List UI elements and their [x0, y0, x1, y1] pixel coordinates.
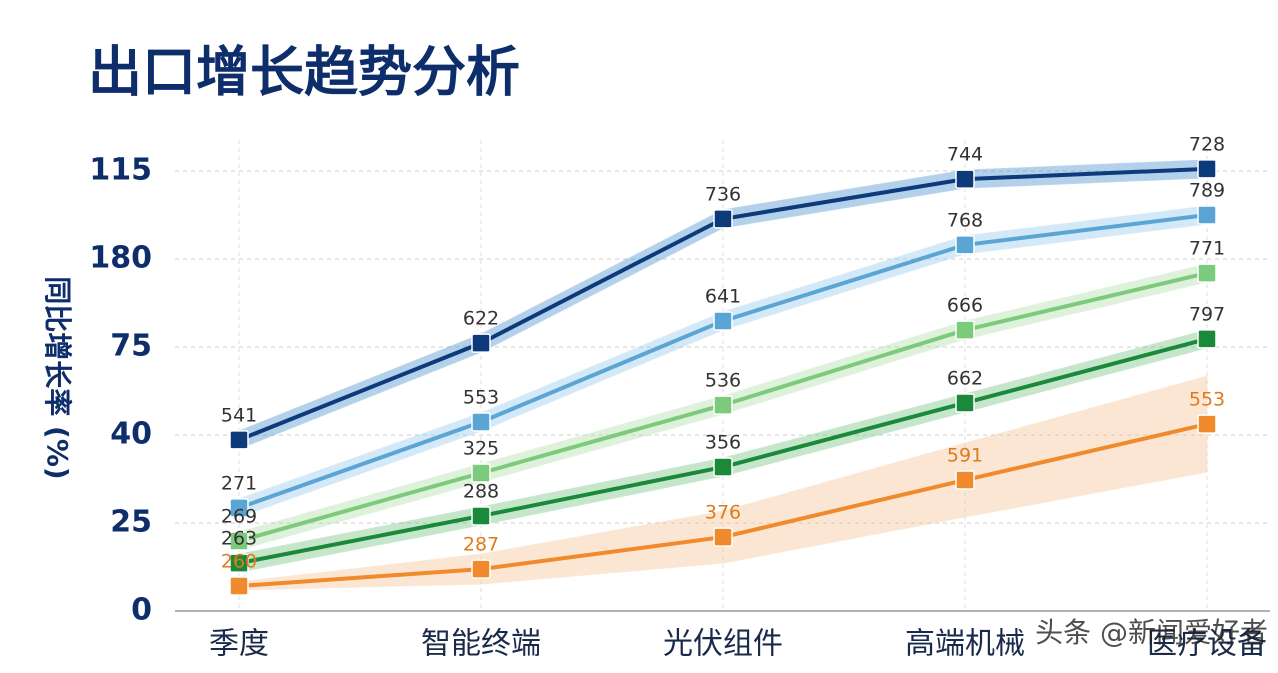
point-label: 641: [705, 285, 741, 307]
data-point: [955, 235, 975, 255]
data-point: [713, 527, 733, 547]
x-tick-label: 智能终端: [421, 627, 541, 662]
y-tick-label: 180: [89, 241, 152, 276]
data-point: [471, 333, 491, 353]
data-point: [229, 553, 249, 573]
data-point: [713, 311, 733, 331]
point-label: 553: [463, 386, 499, 408]
point-label: 789: [1189, 180, 1225, 202]
data-point: [229, 430, 249, 450]
point-label: 356: [705, 432, 741, 454]
y-tick-label: 25: [110, 505, 152, 540]
data-point: [1197, 414, 1217, 434]
data-point: [471, 559, 491, 579]
point-label: 622: [463, 308, 499, 330]
x-tick-label: 季度: [209, 627, 269, 662]
y-tick-label: 115: [89, 153, 152, 188]
data-point: [471, 506, 491, 526]
data-point: [1197, 263, 1217, 283]
data-point: [713, 395, 733, 415]
x-tick-label: 高端机械: [905, 627, 1025, 662]
point-label: 287: [463, 534, 499, 556]
data-point: [955, 393, 975, 413]
point-label: 536: [705, 370, 741, 392]
point-label: 662: [947, 367, 983, 389]
data-point: [229, 531, 249, 551]
data-point: [713, 209, 733, 229]
data-point: [229, 576, 249, 596]
x-tick-label: 医疗设备: [1147, 627, 1267, 662]
data-point: [713, 457, 733, 477]
point-label: 269: [221, 505, 257, 527]
data-point: [955, 470, 975, 490]
point-label: 744: [947, 144, 983, 166]
point-label: 736: [705, 183, 741, 205]
chart-title: 出口增长趋势分析: [88, 41, 520, 104]
data-point: [229, 498, 249, 518]
point-label: 271: [221, 472, 257, 494]
data-point: [471, 412, 491, 432]
point-label: 797: [1189, 303, 1225, 325]
data-point: [955, 320, 975, 340]
point-label: 591: [947, 445, 983, 467]
point-label: 325: [463, 438, 499, 460]
point-label: 288: [463, 480, 499, 502]
point-label: 771: [1189, 238, 1225, 260]
data-point: [471, 463, 491, 483]
y-tick-label: 40: [110, 417, 152, 452]
point-label: 260: [221, 551, 257, 573]
y-axis-label: 同比增长率 (%): [41, 276, 74, 479]
data-point: [1197, 329, 1217, 349]
point-label: 541: [221, 404, 257, 426]
confidence-band: [238, 375, 1208, 591]
data-point: [955, 169, 975, 189]
point-label: 666: [947, 295, 983, 317]
x-tick-label: 光伏组件: [663, 627, 783, 662]
point-label: 263: [221, 528, 257, 550]
y-tick-label: 0: [131, 593, 152, 628]
data-point: [1197, 205, 1217, 225]
data-point: [1197, 159, 1217, 179]
y-tick-label: 75: [110, 329, 152, 364]
point-label: 728: [1189, 133, 1225, 155]
point-label: 768: [947, 209, 983, 231]
point-label: 553: [1189, 389, 1225, 411]
point-label: 376: [705, 502, 741, 524]
watermark: 头条 @新闻爱好者: [1035, 616, 1268, 649]
